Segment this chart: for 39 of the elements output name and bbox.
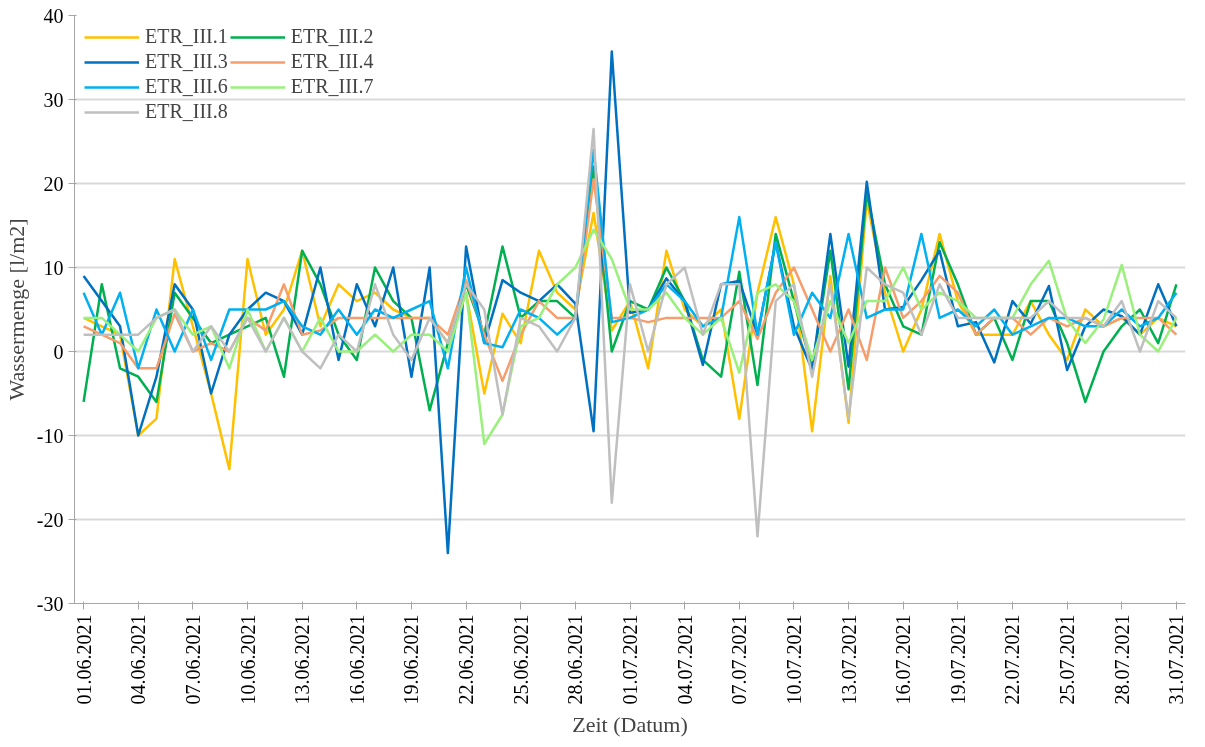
y-axis-title: Wassermenge [l/m2]	[3, 218, 29, 401]
x-tick-label: 07.07.2021	[728, 614, 751, 705]
x-tick-label: 19.07.2021	[946, 614, 969, 705]
y-tick-label: 20	[43, 172, 64, 195]
y-tick-label: -30	[36, 592, 64, 615]
x-tick-label: 16.06.2021	[345, 614, 368, 705]
x-tick-label: 07.06.2021	[181, 614, 204, 705]
y-tick-label: 0	[53, 340, 64, 363]
y-tick-label: 40	[43, 4, 64, 27]
x-tick-label: 01.07.2021	[619, 614, 641, 705]
x-tick-label: 13.07.2021	[837, 614, 860, 705]
y-tick-label: -10	[36, 424, 64, 447]
x-tick-label: 25.06.2021	[509, 614, 532, 705]
x-tick-label: 22.07.2021	[1001, 614, 1024, 705]
x-tick-label: 25.07.2021	[1056, 614, 1079, 705]
legend-label: ETR_III.7	[290, 75, 374, 98]
x-tick-label: 22.06.2021	[455, 614, 478, 705]
x-axis-title: Zeit (Datum)	[572, 712, 688, 738]
legend-label: ETR_III.6	[145, 75, 228, 98]
y-tick-label: 10	[43, 256, 64, 279]
y-tick-label: 30	[43, 88, 64, 111]
legend-label: ETR_III.3	[145, 50, 228, 73]
x-tick-label: 13.06.2021	[291, 614, 314, 705]
x-tick-label: 19.06.2021	[400, 614, 423, 705]
x-tick-label: 16.07.2021	[892, 614, 915, 705]
legend-label: ETR_III.2	[290, 25, 374, 48]
y-tick-label: -20	[36, 508, 64, 531]
line-series	[82, 127, 1178, 538]
x-tick-label: 28.07.2021	[1110, 614, 1133, 705]
legend-label: ETR_III.1	[145, 25, 228, 48]
x-tick-label: 31.07.2021	[1165, 614, 1188, 705]
x-tick-label: 10.07.2021	[782, 614, 805, 705]
legend-label: ETR_III.4	[290, 50, 374, 73]
legend-label: ETR_III.8	[145, 100, 228, 123]
x-tick-label: 28.06.2021	[564, 614, 587, 705]
x-tick-label: 04.07.2021	[673, 614, 696, 705]
x-tick-label: 01.06.2021	[72, 614, 95, 705]
x-tick-label: 10.06.2021	[236, 614, 259, 705]
x-tick-label: 04.06.2021	[127, 614, 150, 705]
